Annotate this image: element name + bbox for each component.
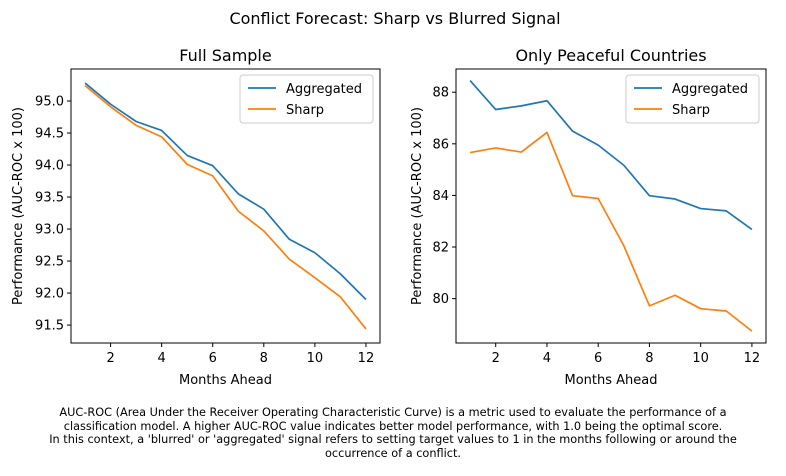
caption-line: occurrence of a conflict. — [325, 446, 461, 460]
x-tick-label: 8 — [645, 351, 653, 366]
chart-title: Only Peaceful Countries — [515, 46, 706, 65]
caption-line: AUC-ROC (Area Under the Receiver Operati… — [59, 406, 727, 419]
series-line-aggregated — [84, 82, 367, 301]
x-tick-label: 12 — [744, 351, 761, 366]
caption-line: classification model. A higher AUC-ROC v… — [63, 419, 723, 433]
plot-frame — [70, 68, 381, 344]
legend: Aggregated Sharp — [625, 74, 760, 124]
x-tick-label: 4 — [543, 351, 551, 366]
x-tick-label: 10 — [692, 351, 709, 366]
chart-full-sample: Full Sample 91.5 92.0 92.5 93.0 93.5 94.0 94.5… — [11, 46, 381, 388]
suptitle: Conflict Forecast: Sharp vs Blurred Sign… — [229, 9, 560, 28]
series-line-sharp — [84, 84, 367, 330]
x-tick-label: 10 — [307, 351, 324, 366]
series-line-sharp — [469, 131, 753, 332]
y-axis-label: Performance (AUC-ROC x 100) — [11, 107, 26, 305]
y-tick-label: 93.0 — [35, 223, 64, 238]
x-tick-label: 2 — [106, 351, 114, 366]
series-line-aggregated — [469, 80, 753, 231]
x-tick-label: 4 — [158, 351, 166, 366]
y-axis-label: Performance (AUC-ROC x 100) — [410, 107, 425, 305]
y-tick-label: 94.0 — [35, 159, 64, 174]
y-tick-label: 93.5 — [35, 191, 64, 206]
y-tick-label: 88 — [432, 86, 449, 101]
y-tick-label: 95.0 — [35, 95, 64, 110]
x-tick-label: 6 — [594, 351, 602, 366]
legend-label-aggregated: Aggregated — [672, 82, 748, 97]
y-tick-label: 84 — [432, 189, 449, 204]
y-tick-label: 82 — [432, 241, 449, 256]
y-tick-label: 92.5 — [35, 255, 64, 270]
caption: AUC-ROC (Area Under the Receiver Operati… — [0, 406, 786, 460]
x-tick-label: 2 — [492, 351, 500, 366]
x-tick-label: 8 — [260, 351, 268, 366]
y-tick-label: 86 — [432, 137, 449, 152]
y-tick-label: 91.5 — [35, 319, 64, 334]
legend-label-aggregated: Aggregated — [286, 82, 362, 97]
legend-label-sharp: Sharp — [286, 103, 324, 118]
legend: Aggregated Sharp — [239, 74, 374, 124]
x-tick-label: 12 — [358, 351, 375, 366]
legend-label-sharp: Sharp — [672, 103, 710, 118]
y-tick-label: 80 — [432, 292, 449, 307]
x-tick-label: 6 — [209, 351, 217, 366]
legend-box — [239, 74, 374, 124]
x-axis-label: Months Ahead — [565, 373, 658, 388]
chart-only-peaceful: Only Peaceful Countries 80 82 84 86 88 2 4 6 8 1… — [410, 46, 767, 388]
y-tick-label: 94.5 — [35, 127, 64, 142]
plot-frame — [455, 68, 767, 344]
caption-line: In this context, a 'blurred' or 'aggrega… — [49, 433, 737, 447]
legend-box — [625, 74, 760, 124]
x-axis-label: Months Ahead — [179, 373, 272, 388]
chart-title: Full Sample — [179, 46, 271, 65]
y-tick-label: 92.0 — [35, 287, 64, 302]
